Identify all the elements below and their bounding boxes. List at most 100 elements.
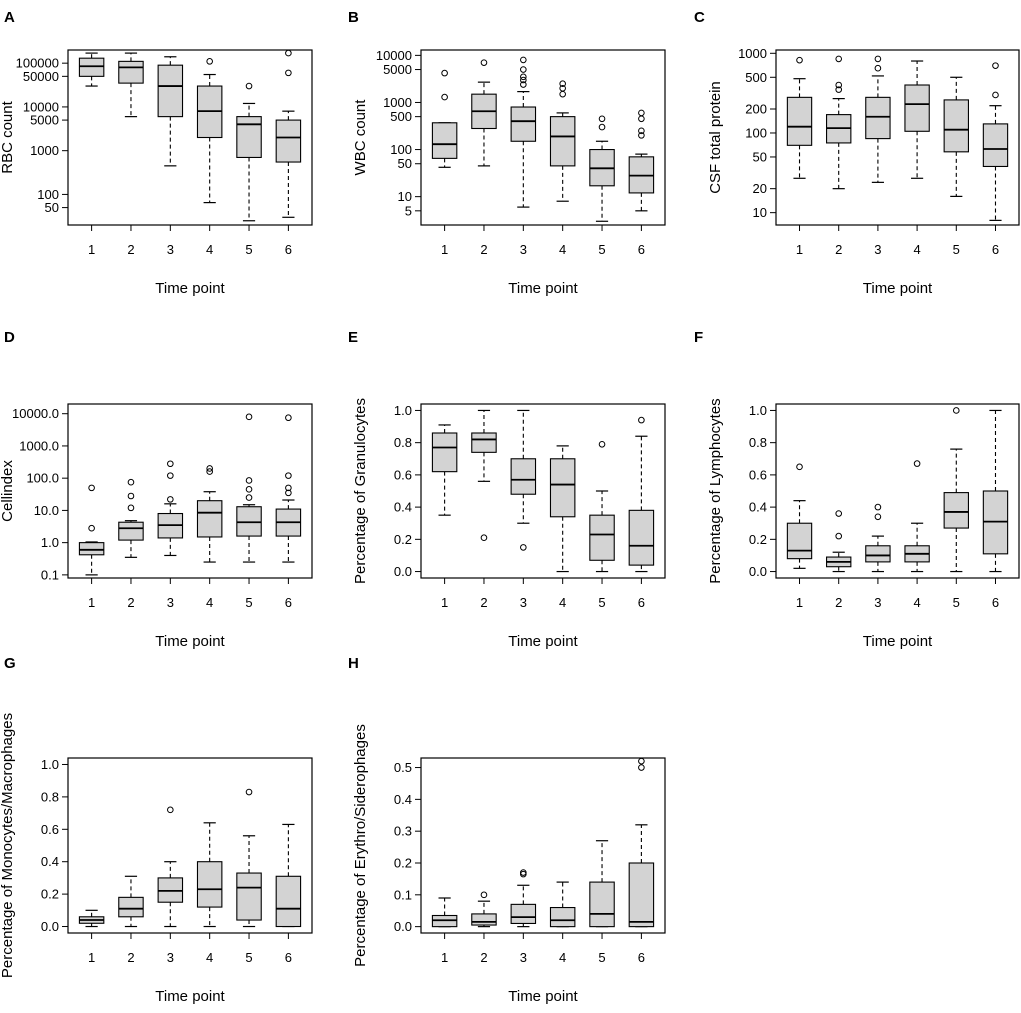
panel-letter: F (694, 329, 703, 346)
outlier-point (835, 86, 843, 93)
y-tick-label: 0.0 (41, 919, 59, 934)
plot-frame (67, 403, 313, 579)
y-tick-label: 1.0 (41, 757, 59, 772)
outlier-point (874, 55, 882, 63)
outlier-point (520, 869, 527, 876)
iqr-box (982, 123, 1009, 168)
outlier-point (245, 486, 253, 493)
iqr-box (471, 913, 497, 926)
panel-letter: E (348, 329, 358, 346)
x-tick-label: 3 (167, 242, 174, 257)
x-tick-label: 3 (167, 595, 174, 610)
iqr-box (904, 84, 930, 132)
box-timepoint-4 (549, 445, 576, 573)
box-timepoint-6 (275, 823, 302, 928)
x-tick-label: 6 (638, 595, 645, 610)
plot-frame (67, 757, 313, 934)
iqr-box (943, 99, 969, 153)
panel-h: H 0.0 0.1 0.2 0.3 0.4 0.5 1 2 3 4 5 6 Time point Perce… (348, 655, 666, 1005)
y-tick-label: 0.5 (394, 760, 412, 775)
plot-frame (775, 49, 1020, 226)
iqr-box (510, 106, 537, 142)
iqr-box (275, 119, 302, 163)
y-tick-label: 1000 (30, 143, 59, 158)
y-tick-label: 0.6 (41, 822, 59, 837)
box-timepoint-4 (196, 465, 223, 563)
x-tick-label: 1 (88, 242, 95, 257)
outlier-point (835, 81, 843, 89)
y-tick-label: 5000 (30, 113, 59, 128)
panel-e: E 0.0 0.2 0.4 0.6 0.8 1.0 1 2 3 4 5 6 Time point Perce… (348, 329, 666, 650)
y-axis-title: Percentage of Monocytes/Macrophages (0, 713, 16, 978)
outlier-point (480, 59, 488, 66)
y-tick-label: 0.8 (41, 789, 59, 804)
iqr-box (628, 862, 655, 928)
plot-frame (420, 757, 666, 934)
box-timepoint-1 (431, 69, 458, 168)
y-tick-label: 50000 (23, 69, 59, 84)
y-tick-label: 0.6 (394, 467, 412, 482)
x-tick-label: 2 (835, 595, 842, 610)
outlier-point (480, 891, 488, 899)
outlier-point (638, 757, 645, 765)
x-axis-title: Time point (508, 280, 578, 297)
outlier-point (245, 413, 253, 421)
y-tick-label: 0.4 (394, 792, 412, 807)
iqr-box (589, 514, 615, 561)
box-timepoint-1 (786, 463, 813, 569)
iqr-box (118, 60, 144, 84)
y-tick-label: 1.0 (41, 535, 59, 550)
plot-frame (775, 403, 1020, 579)
outlier-point (285, 484, 292, 492)
x-tick-label: 6 (992, 242, 999, 257)
outlier-point (88, 524, 95, 532)
y-tick-label: 1000 (383, 95, 412, 110)
x-axis-title: Time point (155, 280, 225, 297)
panel-letter: A (4, 9, 15, 26)
iqr-box (78, 57, 105, 77)
x-tick-label: 5 (245, 950, 252, 965)
outlier-point (167, 496, 174, 503)
panel-letter: G (4, 655, 16, 672)
iqr-box (865, 545, 891, 563)
outlier-point (285, 69, 292, 77)
y-tick-label: 0.2 (749, 532, 767, 547)
box-timepoint-2 (118, 52, 144, 118)
iqr-box (549, 906, 576, 928)
y-tick-label: 0.1 (394, 887, 412, 902)
plot-frame (67, 49, 313, 226)
y-axis-title: Percentage of Granulocytes (352, 398, 369, 584)
outlier-point (874, 503, 882, 511)
y-axis-title: Cellindex (0, 460, 16, 522)
x-tick-label: 2 (480, 950, 487, 965)
box-timepoint-3 (865, 55, 891, 183)
x-tick-label: 5 (598, 595, 605, 610)
x-tick-label: 6 (992, 595, 999, 610)
box-timepoint-3 (865, 503, 891, 573)
y-tick-label: 0.3 (394, 824, 412, 839)
x-tick-label: 6 (638, 950, 645, 965)
panel-letter: B (348, 9, 359, 26)
y-tick-label: 1000 (738, 46, 767, 61)
outlier-point (245, 788, 253, 796)
y-tick-label: 50 (753, 149, 767, 164)
x-tick-label: 4 (206, 950, 213, 965)
y-tick-label: 100 (745, 125, 767, 140)
outlier-point (638, 115, 645, 123)
y-tick-label: 0.2 (394, 532, 412, 547)
x-tick-label: 5 (598, 242, 605, 257)
y-axis-title: Percentage of Erythro/Siderophages (352, 724, 369, 967)
box-timepoint-2 (826, 510, 852, 573)
box-timepoint-2 (471, 891, 497, 928)
iqr-box (628, 509, 655, 566)
outlier-point (638, 416, 645, 424)
outlier-point (285, 414, 292, 422)
outlier-point (796, 56, 803, 64)
iqr-box (510, 458, 537, 495)
x-axis-title: Time point (508, 633, 578, 650)
outlier-point (167, 472, 174, 479)
x-tick-label: 3 (520, 242, 527, 257)
outlier-point (598, 123, 606, 131)
x-tick-label: 5 (245, 595, 252, 610)
x-tick-label: 4 (559, 242, 566, 257)
